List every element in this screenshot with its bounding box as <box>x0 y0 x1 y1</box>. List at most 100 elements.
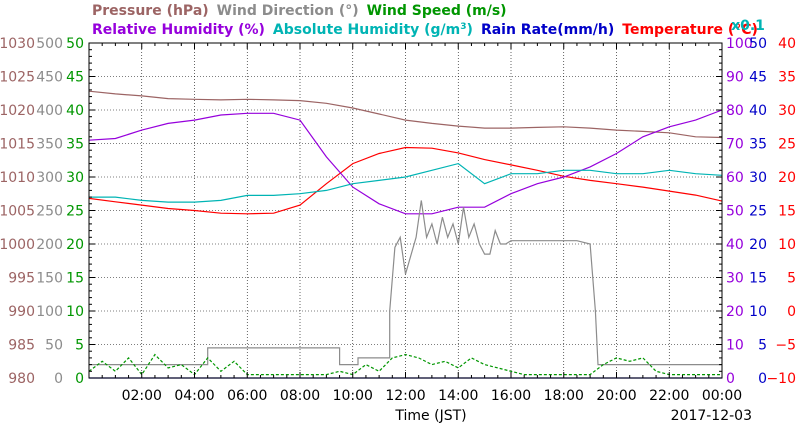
y-tick-label-pressure: 1010 <box>0 170 35 186</box>
y-tick-label-humidity: 70 <box>726 137 744 153</box>
y-tick-label-wind-speed: 10 <box>66 304 84 320</box>
y-tick-label-temperature: −10 <box>766 371 796 387</box>
x-axis: 02:00 04:00 06:00 08:00 10:00 12:00 14:00 16:00… <box>88 43 752 424</box>
legend-row1-2: Wind Speed (m/s) <box>367 3 507 19</box>
y-tick-label-wind-speed: 50 <box>66 36 84 52</box>
y-tick-label-rain-rate: 35 <box>749 137 767 153</box>
y-tick-label-wind-speed: 0 <box>75 371 84 387</box>
y-tick-label-pressure: 1030 <box>0 36 35 52</box>
legend-text: Temperature (°C) <box>622 22 758 38</box>
y-tick-label-rain-rate: 50 <box>749 36 767 52</box>
y-tick-label-wind-direction: 500 <box>36 36 63 52</box>
y-tick-label-temperature: 30 <box>778 103 796 119</box>
y-tick-label-rain-rate: 30 <box>749 170 767 186</box>
y-tick-label-pressure: 990 <box>8 304 35 320</box>
y-tick-label-temperature: 40 <box>778 36 796 52</box>
x-tick-label: 14:00 <box>438 388 478 404</box>
x-tick-label: 00:00 <box>702 388 742 404</box>
y-tick-label-rain-rate: 5 <box>758 338 767 354</box>
y-tick-label-humidity: 50 <box>726 204 744 220</box>
y-tick-label-humidity: 60 <box>726 170 744 186</box>
y-tick-label-wind-speed: 15 <box>66 271 84 287</box>
legend-row2-3: Temperature (°C) <box>622 22 758 38</box>
grid <box>89 43 722 378</box>
x-axis-label: Time (JST) <box>394 408 466 424</box>
y-tick-label-pressure: 1025 <box>0 70 35 86</box>
y-tick-label-wind-direction: 50 <box>45 338 63 354</box>
y-tick-label-pressure: 980 <box>8 371 35 387</box>
plot-frame <box>88 42 723 379</box>
legend-text: Wind Direction (°) <box>217 3 359 19</box>
y-tick-label-humidity: 40 <box>726 237 744 253</box>
y-tick-label-wind-speed: 35 <box>66 137 84 153</box>
y-axes: 9809859909951000100510101015102010251030… <box>0 36 796 387</box>
y-tick-label-pressure: 1000 <box>0 237 35 253</box>
legend-row2-0: Relative Humidity (%) <box>92 22 265 38</box>
scale-note-text: x0.1 <box>731 18 765 34</box>
legend-text: Wind Speed (m/s) <box>367 3 507 19</box>
series-line-humidity <box>88 109 723 215</box>
y-tick-label-temperature: 25 <box>778 137 796 153</box>
y-tick-label-wind-direction: 0 <box>54 371 63 387</box>
y-tick-label-pressure: 1015 <box>0 137 35 153</box>
legend-sup: 3 <box>460 22 466 32</box>
y-tick-label-wind-speed: 20 <box>66 237 84 253</box>
x-tick-label: 20:00 <box>596 388 636 404</box>
y-tick-label-wind-direction: 400 <box>36 103 63 119</box>
x-tick-label: 12:00 <box>385 388 425 404</box>
y-tick-label-wind-speed: 30 <box>66 170 84 186</box>
x-tick-label: 10:00 <box>333 388 373 404</box>
y-tick-label-humidity: 30 <box>726 271 744 287</box>
y-tick-label-temperature: 20 <box>778 170 796 186</box>
y-tick-label-rain-rate: 20 <box>749 237 767 253</box>
y-tick-label-wind-direction: 300 <box>36 170 63 186</box>
y-tick-label-wind-direction: 250 <box>36 204 63 220</box>
y-tick-label-humidity: 20 <box>726 304 744 320</box>
y-tick-label-wind-speed: 25 <box>66 204 84 220</box>
legend: Pressure (hPa) Wind Direction (°) Wind Spe… <box>92 3 758 38</box>
y-tick-label-rain-rate: 40 <box>749 103 767 119</box>
y-tick-label-rain-rate: 45 <box>749 70 767 86</box>
legend-text: Absolute Humidity (g/m <box>273 22 460 38</box>
y-tick-label-wind-speed: 40 <box>66 103 84 119</box>
y-tick-label-temperature: 10 <box>778 237 796 253</box>
y-tick-label-rain-rate: 15 <box>749 271 767 287</box>
y-tick-label-rain-rate: 0 <box>758 371 767 387</box>
x-tick-label: 08:00 <box>280 388 320 404</box>
y-tick-label-humidity: 10 <box>726 338 744 354</box>
legend-tail: ) <box>467 22 473 38</box>
y-tick-label-wind-direction: 200 <box>36 237 63 253</box>
scale-note: x0.1 <box>731 18 765 34</box>
y-tick-label-temperature: 0 <box>787 304 796 320</box>
y-tick-label-rain-rate: 25 <box>749 204 767 220</box>
y-tick-label-wind-direction: 150 <box>36 271 63 287</box>
y-tick-label-humidity: 80 <box>726 103 744 119</box>
y-tick-label-humidity: 0 <box>726 371 735 387</box>
series-line-temperature <box>88 146 723 215</box>
y-tick-label-temperature: −5 <box>775 338 796 354</box>
x-tick-label: 22:00 <box>649 388 689 404</box>
y-tick-label-wind-direction: 100 <box>36 304 63 320</box>
y-tick-label-temperature: 15 <box>778 204 796 220</box>
y-tick-label-humidity: 100 <box>726 36 753 52</box>
legend-row2-2: Rain Rate(mm/h) <box>481 22 614 38</box>
legend-text: Relative Humidity (%) <box>92 22 265 38</box>
legend-text: Pressure (hPa) <box>92 3 209 19</box>
x-tick-label: 16:00 <box>491 388 531 404</box>
legend-row2-1: Absolute Humidity (g/m3) <box>273 22 473 38</box>
y-tick-label-pressure: 1005 <box>0 204 35 220</box>
y-tick-label-rain-rate: 10 <box>749 304 767 320</box>
y-tick-label-temperature: 35 <box>778 70 796 86</box>
y-tick-label-pressure: 985 <box>8 338 35 354</box>
x-tick-label: 02:00 <box>122 388 162 404</box>
y-tick-label-temperature: 5 <box>787 271 796 287</box>
x-tick-label: 04:00 <box>174 388 214 404</box>
legend-row1-1: Wind Direction (°) <box>217 3 359 19</box>
legend-row1-0: Pressure (hPa) <box>92 3 209 19</box>
series-line-humidity <box>89 162 723 203</box>
y-tick-label-pressure: 995 <box>8 271 35 287</box>
series-line-pressure <box>88 90 723 139</box>
y-tick-label-wind-direction: 350 <box>36 137 63 153</box>
series-line-wind-direction <box>89 200 722 366</box>
